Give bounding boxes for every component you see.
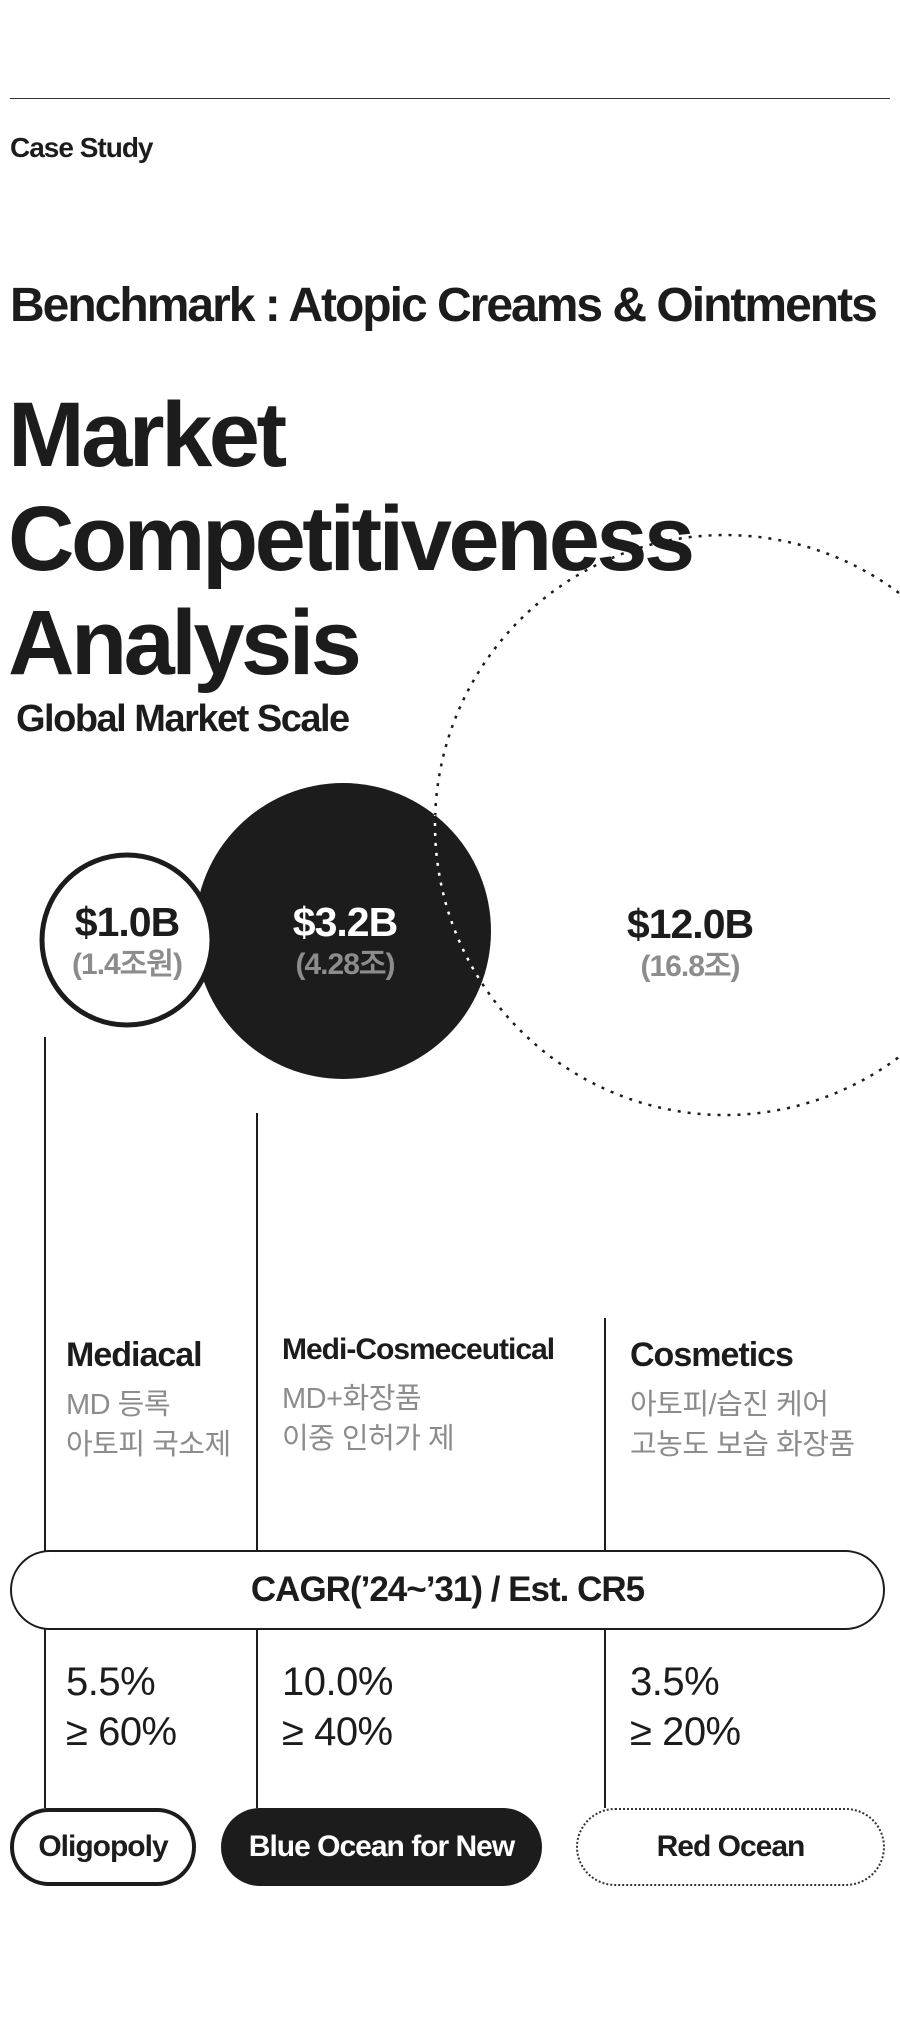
cr5-value: ≥ 40% <box>282 1710 393 1754</box>
segment-name: Cosmetics <box>630 1336 794 1374</box>
market-value-krw: (4.28조) <box>295 948 396 981</box>
tag-blue-ocean: Blue Ocean for New <box>221 1808 542 1886</box>
market-value-krw: (16.8조) <box>640 950 741 983</box>
segment-medi-cosmeceutical: Medi-Cosmeceutical MD+화장품 이중 인허가 제 <box>282 1333 555 1459</box>
cagr-value: 10.0% <box>282 1660 393 1704</box>
page-title: Market Competitiveness Analysis <box>8 383 695 695</box>
top-divider <box>10 98 890 99</box>
cagr-value: 3.5% <box>630 1660 720 1704</box>
segment-desc: MD+화장품 이중 인허가 제 <box>282 1379 554 1459</box>
segment-desc-line: 고농도 보습 화장품 <box>630 1429 855 1461</box>
section-label: Case Study <box>10 132 153 163</box>
segment-desc-line: 아토피 국소제 <box>66 1429 231 1461</box>
segment-desc-line: 아토피/습진 케어 <box>630 1389 829 1421</box>
cr5-value: ≥ 20% <box>630 1710 741 1754</box>
page-subtitle: Global Market Scale <box>16 698 350 740</box>
market-circle-cosmetics-overlap <box>433 783 491 1079</box>
segment-desc-line: 이중 인허가 제 <box>282 1423 455 1455</box>
market-size-medi-cosmeceutical: $3.2B (4.28조) <box>255 898 435 984</box>
metrics-cosmetics: 3.5% ≥ 20% <box>630 1657 741 1757</box>
market-value-krw: (1.4조원) <box>72 948 183 981</box>
segment-name: Medi-Cosmeceutical <box>282 1333 555 1366</box>
market-circle-medi-cosmeceutical <box>195 783 491 1079</box>
metrics-mediacal: 5.5% ≥ 60% <box>66 1657 177 1757</box>
segment-desc: MD 등록 아토피 국소제 <box>66 1385 231 1465</box>
cagr-cr5-header: CAGR(’24~’31) / Est. CR5 <box>10 1550 885 1630</box>
market-size-cosmetics: $12.0B (16.8조) <box>580 900 800 986</box>
segment-mediacal: Mediacal MD 등록 아토피 국소제 <box>66 1336 231 1465</box>
segment-desc: 아토피/습진 케어 고농도 보습 화장품 <box>630 1385 855 1465</box>
metrics-medi-cosmeceutical: 10.0% ≥ 40% <box>282 1657 393 1757</box>
cr5-value: ≥ 60% <box>66 1710 177 1754</box>
market-size-mediacal: $1.0B (1.4조원) <box>37 898 217 984</box>
title-line: Analysis <box>8 592 362 694</box>
segment-name: Mediacal <box>66 1336 203 1374</box>
title-line: Competitiveness <box>8 488 695 590</box>
tag-oligopoly: Oligopoly <box>10 1808 196 1886</box>
tag-red-ocean: Red Ocean <box>576 1808 885 1886</box>
title-line: Market <box>8 384 287 486</box>
market-value: $1.0B <box>74 899 180 945</box>
segment-desc-line: MD 등록 <box>66 1389 171 1421</box>
segment-cosmetics: Cosmetics 아토피/습진 케어 고농도 보습 화장품 <box>630 1336 855 1465</box>
market-value: $12.0B <box>626 901 754 947</box>
market-circle-mediacal <box>39 852 215 1028</box>
market-value: $3.2B <box>292 899 398 945</box>
cagr-value: 5.5% <box>66 1660 156 1704</box>
benchmark-heading: Benchmark : Atopic Creams & Ointments <box>10 279 878 332</box>
segment-desc-line: MD+화장품 <box>282 1383 422 1415</box>
